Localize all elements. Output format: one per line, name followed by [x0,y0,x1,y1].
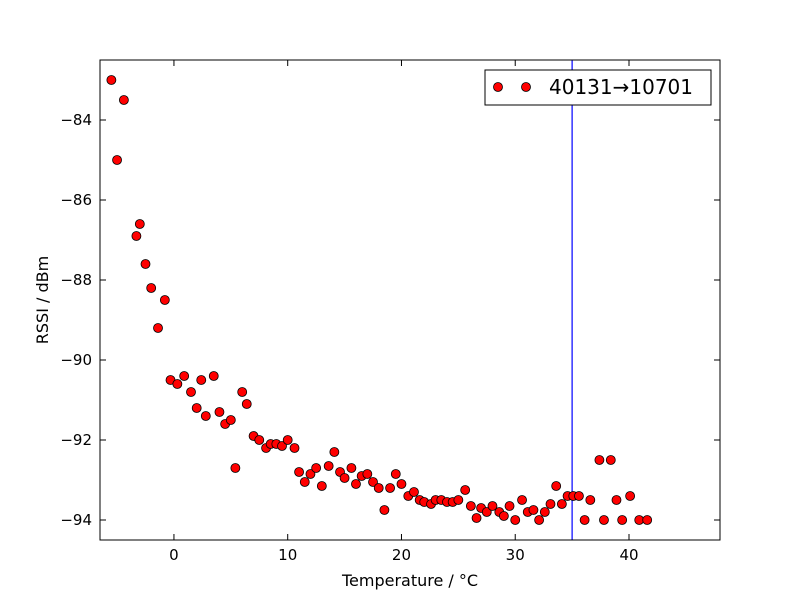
data-point [390,469,401,479]
data-point [379,505,390,515]
data-point [254,435,265,445]
data-point [200,411,211,421]
data-point [594,455,605,465]
plot-area [100,60,720,540]
data-point [230,463,241,473]
data-point [146,283,157,293]
y-axis-title: RSSI / dBm [33,256,52,344]
data-point [323,461,334,471]
data-point [625,491,636,501]
data-point [368,477,378,487]
data-point [106,75,117,85]
data-point [599,515,609,525]
data-point [373,483,384,493]
x-tick-label: 10 [278,546,297,564]
data-point [453,495,464,505]
data-point [134,219,145,229]
data-point [605,455,616,465]
data-point [617,515,628,525]
plot-frame [99,59,721,541]
data-point [112,155,122,165]
data-point [299,477,310,487]
data-point [545,499,556,509]
data-point [396,479,407,489]
data-point [585,495,596,505]
data-point [481,507,492,517]
data-point [339,473,350,483]
x-tick-label: 40 [619,546,638,564]
y-tick-label: −94 [60,511,92,529]
y-tick-label: −92 [60,431,92,449]
data-point [214,407,225,417]
data-point [487,501,498,511]
x-tick-label: 20 [392,546,411,564]
data-point [460,485,471,495]
legend-label: 40131→10701 [549,75,693,99]
y-tick-label: −84 [60,111,92,129]
data-point [346,463,357,473]
data-point [289,443,300,453]
legend: 40131→10701 [484,69,712,106]
data-point [140,259,151,269]
x-tick-label: 0 [169,546,179,564]
data-point [311,463,322,473]
data-point [208,371,219,381]
data-point [316,481,327,491]
data-point [172,379,183,389]
marks-layer [106,60,653,540]
data-point [277,441,287,451]
x-axis-title: Temperature / °C [341,571,478,590]
ticks-layer: 0 10 20 30 40 −84 −86 −88 −90 −92 −94 [60,60,720,564]
data-point [225,415,236,425]
data-point [159,295,170,305]
data-point [504,501,515,511]
data-point [517,495,527,505]
data-point [362,469,373,479]
data-point [118,95,129,105]
data-point [498,511,509,521]
data-point [465,501,476,511]
data-point [556,499,567,509]
data-point [551,481,562,491]
data-point [179,371,190,381]
data-point [579,515,590,525]
data-point [409,487,419,497]
y-tick-label: −90 [60,351,92,369]
data-point [329,447,340,457]
data-point [282,435,293,445]
data-point [294,467,304,477]
data-point [196,375,207,385]
data-point [191,403,202,413]
data-point [471,513,482,523]
data-point [153,323,163,333]
data-point [305,469,316,479]
legend-marker [493,82,503,92]
data-point [385,483,395,493]
data-point [510,515,521,525]
data-point [534,515,545,525]
y-tick-label: −88 [60,271,92,289]
data-point [539,507,550,517]
legend-marker [521,82,531,92]
y-tick-label: −86 [60,191,92,209]
data-point [186,387,196,397]
data-point [241,399,252,409]
data-point [351,479,361,489]
x-tick-label: 30 [506,546,525,564]
data-point [574,491,584,501]
data-point [611,495,622,505]
data-point [528,505,539,515]
data-point [237,387,248,397]
data-point [131,231,142,241]
data-point [642,515,653,525]
